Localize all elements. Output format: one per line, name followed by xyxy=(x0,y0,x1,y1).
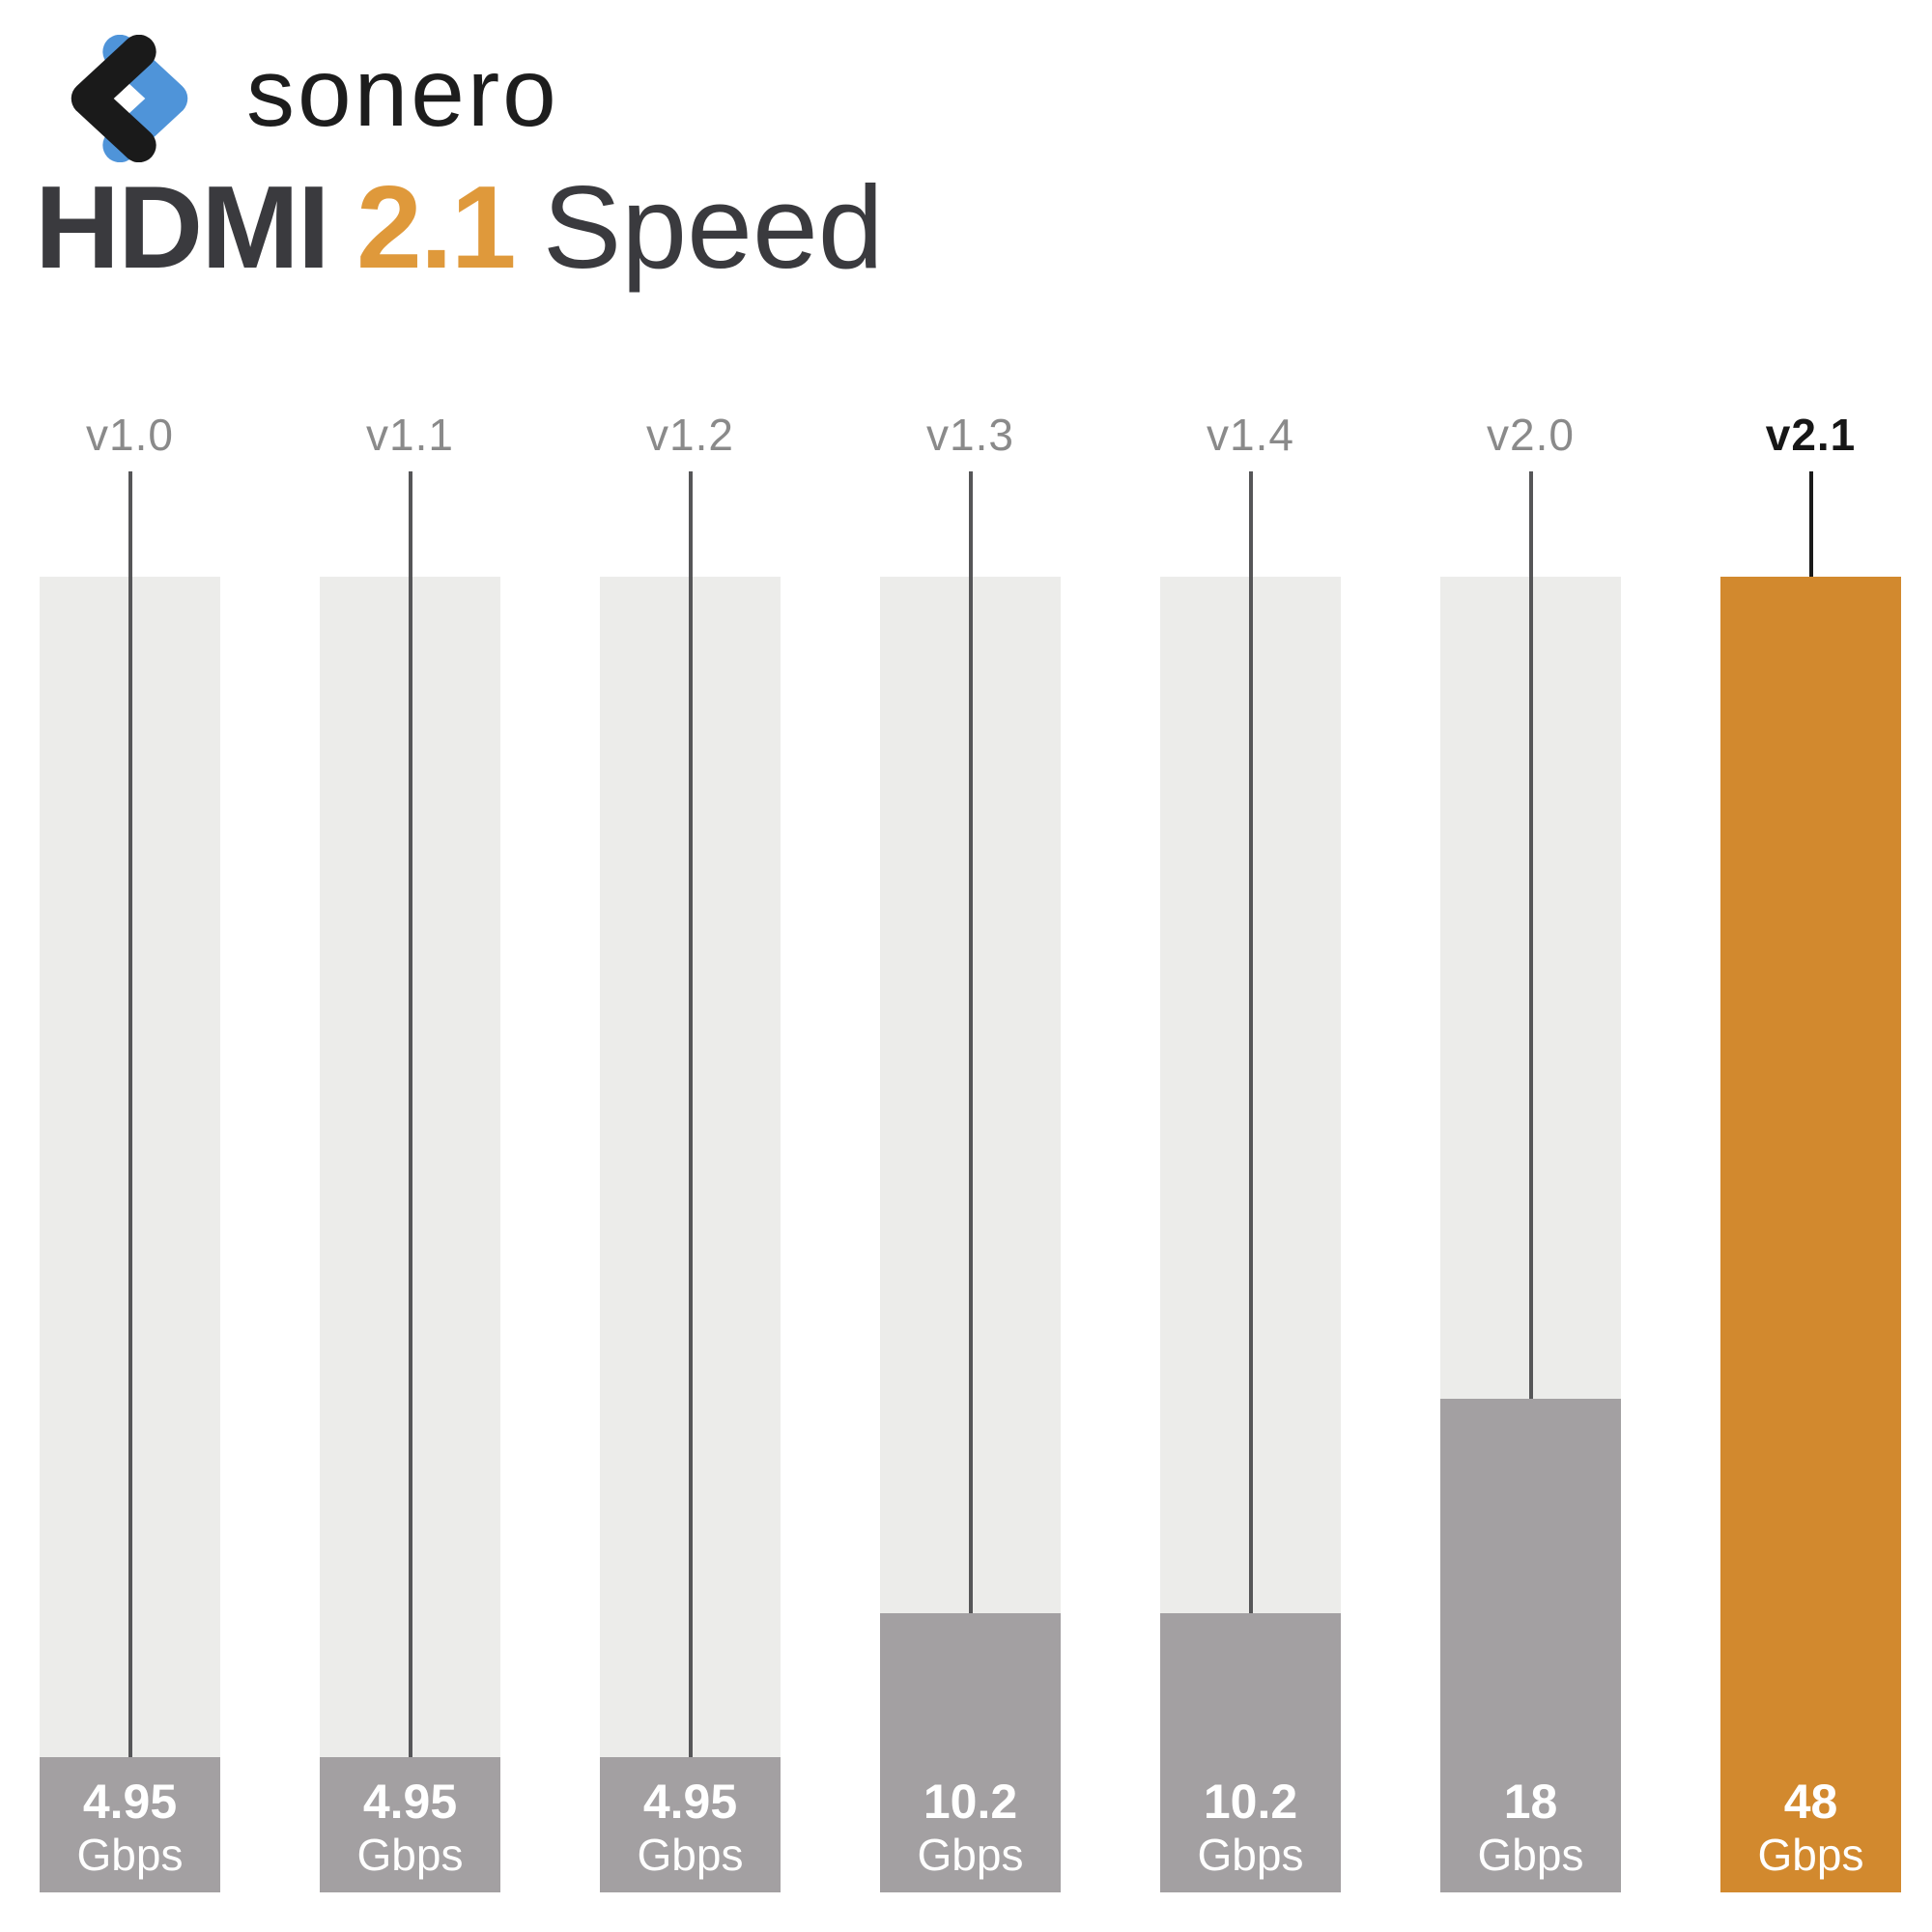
chart-column-v1.0: v1.0 4.95 Gbps xyxy=(40,411,220,1892)
pointer-line xyxy=(1528,471,1533,1400)
chart-column-v2.0: v2.0 18 Gbps xyxy=(1440,411,1621,1892)
column-track: 10.2 Gbps xyxy=(880,471,1061,1892)
pointer-line xyxy=(1248,471,1253,1613)
value-label: 4.95 xyxy=(642,1774,738,1829)
column-label-v2.0: v2.0 xyxy=(1487,410,1575,460)
pointer-line xyxy=(688,471,693,1757)
value-block: 10.2 Gbps xyxy=(1160,1775,1341,1881)
column-label-v1.4: v1.4 xyxy=(1207,410,1294,460)
column-label-v1.2: v1.2 xyxy=(646,410,734,460)
value-label: 48 xyxy=(1783,1774,1838,1829)
column-label-v1.0: v1.0 xyxy=(86,410,174,460)
column-bar: 10.2 Gbps xyxy=(1160,1612,1341,1892)
value-block: 4.95 Gbps xyxy=(40,1775,220,1881)
column-track: 4.95 Gbps xyxy=(40,471,220,1892)
value-label: 4.95 xyxy=(82,1774,178,1829)
column-track: 10.2 Gbps xyxy=(1160,471,1341,1892)
chart-column-v1.3: v1.3 10.2 Gbps xyxy=(880,411,1061,1892)
chart-column-v1.4: v1.4 10.2 Gbps xyxy=(1160,411,1341,1892)
column-bar-highlight: 48 Gbps xyxy=(1720,577,1901,1892)
value-label: 4.95 xyxy=(362,1774,458,1829)
unit-label: Gbps xyxy=(917,1830,1024,1881)
column-track: 48 Gbps xyxy=(1720,471,1901,1892)
value-block: 4.95 Gbps xyxy=(600,1775,781,1881)
unit-label: Gbps xyxy=(1197,1830,1304,1881)
unit-label: Gbps xyxy=(637,1830,744,1881)
page-title: HDMI 2.1 Speed xyxy=(35,162,884,292)
unit-label: Gbps xyxy=(1757,1830,1864,1881)
brand-header: sonero xyxy=(53,35,559,162)
title-speed: Speed xyxy=(542,161,884,293)
column-label-v2.1: v2.1 xyxy=(1765,410,1857,460)
column-bar: 10.2 Gbps xyxy=(880,1612,1061,1892)
column-label-v1.1: v1.1 xyxy=(366,410,454,460)
chart-column-v2.1: v2.1 48 Gbps xyxy=(1720,411,1901,1892)
value-block: 18 Gbps xyxy=(1440,1775,1621,1881)
title-hdmi: HDMI xyxy=(35,161,330,293)
value-label: 10.2 xyxy=(923,1774,1018,1829)
pointer-line xyxy=(408,471,412,1757)
column-bar: 4.95 Gbps xyxy=(320,1756,500,1892)
value-label: 10.2 xyxy=(1203,1774,1298,1829)
brand-name: sonero xyxy=(246,39,559,147)
column-bar: 18 Gbps xyxy=(1440,1399,1621,1892)
chart-column-v1.1: v1.1 4.95 Gbps xyxy=(320,411,500,1892)
sonero-logo-icon xyxy=(71,35,188,162)
unit-label: Gbps xyxy=(1477,1830,1584,1881)
column-track: 18 Gbps xyxy=(1440,471,1621,1892)
column-track: 4.95 Gbps xyxy=(600,471,781,1892)
column-track: 4.95 Gbps xyxy=(320,471,500,1892)
column-bar: 4.95 Gbps xyxy=(600,1756,781,1892)
value-block: 4.95 Gbps xyxy=(320,1775,500,1881)
unit-label: Gbps xyxy=(356,1830,464,1881)
column-label-v1.3: v1.3 xyxy=(926,410,1014,460)
value-block: 48 Gbps xyxy=(1720,1775,1901,1881)
pointer-line xyxy=(1808,471,1813,577)
pointer-line xyxy=(128,471,132,1757)
value-block: 10.2 Gbps xyxy=(880,1775,1061,1881)
bar-chart: v1.0 4.95 Gbps v1.1 4.95 Gbps v1.2 4.95 Gbps v1.3… xyxy=(40,411,1901,1892)
column-bar: 4.95 Gbps xyxy=(40,1756,220,1892)
value-label: 18 xyxy=(1503,1774,1558,1829)
chart-column-v1.2: v1.2 4.95 Gbps xyxy=(600,411,781,1892)
unit-label: Gbps xyxy=(76,1830,184,1881)
title-version-accent: 2.1 xyxy=(356,161,517,293)
pointer-line xyxy=(968,471,973,1613)
